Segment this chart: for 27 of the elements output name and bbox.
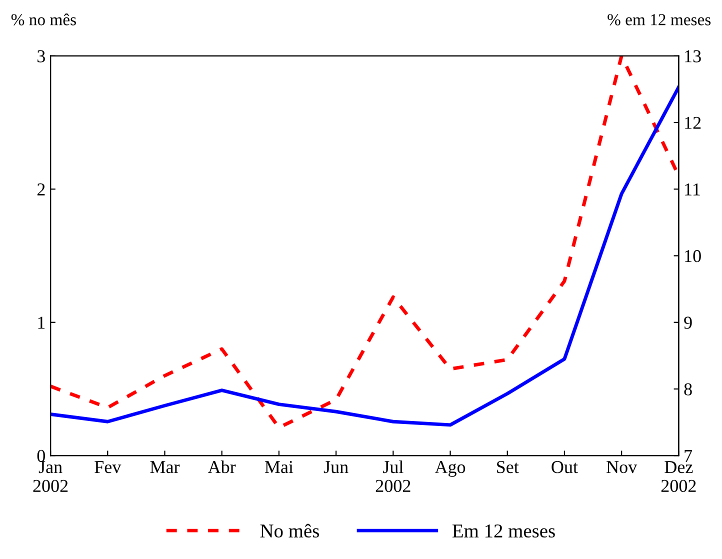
x-tick-label: Dez 2002 <box>661 461 696 492</box>
y-tick-label: 3 <box>38 50 45 62</box>
x-tick-label: Nov <box>606 461 638 474</box>
y-axis-title: % no mês <box>11 14 76 26</box>
x-tick-label: Abr <box>208 460 236 474</box>
y2-axis-title: % em 12 meses <box>608 14 711 26</box>
y2-tick-label: 9 <box>684 316 692 329</box>
x-tick-label: Jan 2002 <box>33 461 68 492</box>
x-tick-label: Jul 2002 <box>376 460 410 492</box>
y2-tick-label: 10 <box>685 250 701 262</box>
x-tick-label: Mai <box>264 461 294 474</box>
x-tick-label: Out <box>552 461 578 474</box>
x-tick-label: Jun <box>324 461 348 474</box>
x-tick-label: Ago <box>434 461 466 477</box>
y-tick-label: 1 <box>38 316 45 329</box>
x-tick-label: Mar <box>150 461 180 474</box>
x-tick-label: Set <box>497 461 519 474</box>
legend-label: Em 12 meses <box>452 524 555 538</box>
y2-tick-label: 11 <box>685 183 700 196</box>
x-tick-label: Fev <box>94 461 122 474</box>
y-tick-label: 2 <box>37 183 45 196</box>
y2-tick-label: 8 <box>684 383 692 396</box>
y-tick-label: 0 <box>37 450 45 462</box>
y2-tick-label: 7 <box>684 450 692 462</box>
legend-label: No mês <box>260 524 319 538</box>
y2-tick-label: 12 <box>685 116 701 129</box>
y2-tick-label: 13 <box>685 50 701 62</box>
